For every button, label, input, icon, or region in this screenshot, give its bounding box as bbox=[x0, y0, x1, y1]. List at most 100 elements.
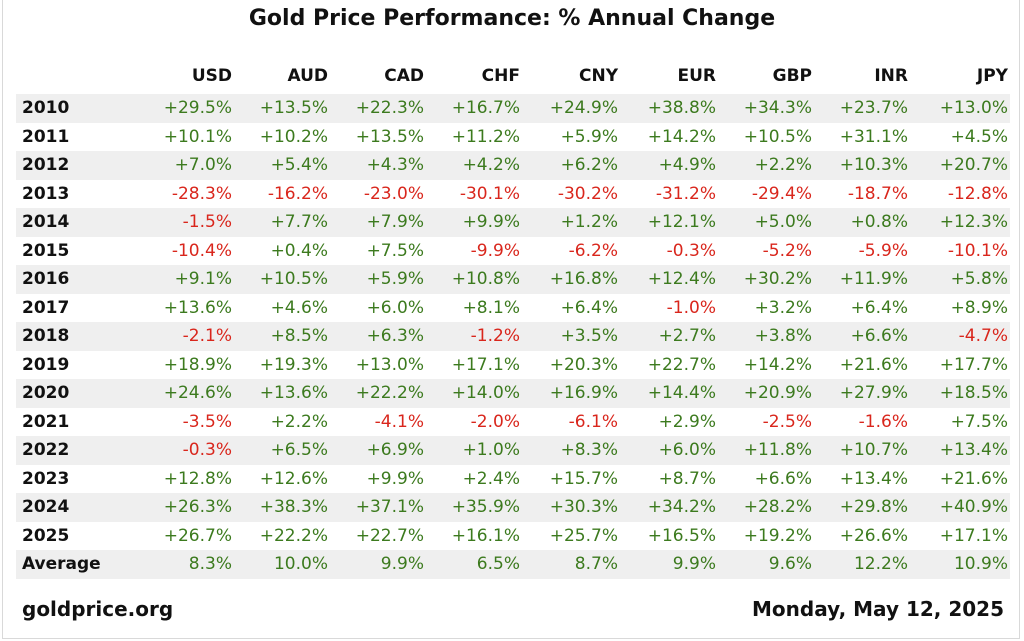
cell-eur: +2.7% bbox=[620, 322, 718, 351]
cell-cad: +22.3% bbox=[330, 94, 426, 123]
cell-usd: +10.1% bbox=[163, 126, 232, 147]
cell-chf: +2.4% bbox=[462, 468, 520, 489]
column-header-jpy: JPY bbox=[976, 66, 1008, 86]
cell-eur: +34.2% bbox=[620, 493, 718, 522]
cell-aud: +13.6% bbox=[234, 379, 330, 408]
row-label: 2019 bbox=[22, 354, 70, 375]
performance-table: USD AUD CAD CHF CNY EUR GBP INR JPY 2010 +29.5% +1… bbox=[16, 58, 1010, 579]
chart-title: Gold Price Performance: % Annual Change bbox=[248, 6, 776, 31]
cell-inr: +10.3% bbox=[814, 151, 910, 180]
cell-inr: +27.9% bbox=[814, 379, 910, 408]
cell-inr: +13.4% bbox=[839, 468, 908, 489]
cell-aud: +8.5% bbox=[234, 322, 330, 351]
cell-eur: +16.5% bbox=[647, 525, 716, 546]
cell-jpy: +40.9% bbox=[910, 493, 1010, 522]
cell-jpy: +5.8% bbox=[910, 265, 1010, 294]
cell-cad: +22.7% bbox=[355, 525, 424, 546]
cell-inr: +6.4% bbox=[850, 297, 908, 318]
cell-aud: +2.2% bbox=[270, 411, 328, 432]
cell-usd: +29.5% bbox=[128, 94, 234, 123]
cell-chf: -30.1% bbox=[459, 183, 520, 204]
cell-chf: -2.0% bbox=[470, 411, 520, 432]
cell-chf: +8.1% bbox=[462, 297, 520, 318]
source-label[interactable]: goldprice.org bbox=[22, 597, 174, 621]
cell-aud: +13.5% bbox=[234, 94, 330, 123]
cell-eur: +4.9% bbox=[620, 151, 718, 180]
cell-cny: +25.7% bbox=[549, 525, 618, 546]
table-row-2010: 2010 +29.5% +13.5% +22.3% +16.7% +24.9% +38.8%… bbox=[16, 94, 1010, 123]
table-row-2012: 2012 +7.0% +5.4% +4.3% +4.2% +6.2% +4.9% +2.2% +… bbox=[16, 151, 1010, 180]
cell-gbp: +6.6% bbox=[754, 468, 812, 489]
cell-gbp: +30.2% bbox=[718, 265, 814, 294]
cell-usd: -3.5% bbox=[182, 411, 232, 432]
cell-gbp: +3.8% bbox=[718, 322, 814, 351]
cell-usd: +9.1% bbox=[128, 265, 234, 294]
table-row-2023: 2023 +12.8% +12.6% +9.9% +2.4% +15.7% +8.7% +6.… bbox=[16, 465, 1010, 494]
cell-cny: +15.7% bbox=[549, 468, 618, 489]
cell-aud: +22.2% bbox=[259, 525, 328, 546]
table-row-2016: 2016 +9.1% +10.5% +5.9% +10.8% +16.8% +12.4% +3… bbox=[16, 265, 1010, 294]
column-header-chf: CHF bbox=[481, 66, 520, 86]
cell-gbp: -2.5% bbox=[762, 411, 812, 432]
table-body: 2010 +29.5% +13.5% +22.3% +16.7% +24.9% +38.8%… bbox=[16, 94, 1010, 579]
cell-gbp: +5.0% bbox=[718, 208, 814, 237]
year-column-header bbox=[16, 58, 128, 94]
cell-chf: +17.1% bbox=[451, 354, 520, 375]
row-label: 2010 bbox=[16, 94, 128, 123]
cell-jpy: +8.9% bbox=[950, 297, 1008, 318]
cell-jpy: +17.1% bbox=[939, 525, 1008, 546]
cell-jpy: +21.6% bbox=[939, 468, 1008, 489]
cell-cny: +30.3% bbox=[522, 493, 620, 522]
cell-jpy: +20.7% bbox=[910, 151, 1010, 180]
cell-cad: +22.2% bbox=[330, 379, 426, 408]
cell-cny: +20.3% bbox=[549, 354, 618, 375]
cell-usd: +26.7% bbox=[163, 525, 232, 546]
cell-jpy: +13.4% bbox=[910, 436, 1010, 465]
cell-cny: +3.5% bbox=[522, 322, 620, 351]
column-header-cad: CAD bbox=[384, 66, 424, 86]
cell-chf: -9.9% bbox=[470, 240, 520, 261]
cell-gbp: +2.2% bbox=[718, 151, 814, 180]
cell-cad: -4.1% bbox=[374, 411, 424, 432]
cell-aud: +0.4% bbox=[270, 240, 328, 261]
cell-cad: +37.1% bbox=[330, 493, 426, 522]
row-label: 2015 bbox=[22, 240, 70, 261]
row-label: 2011 bbox=[22, 126, 70, 147]
cell-eur: +12.4% bbox=[620, 265, 718, 294]
cell-gbp: +14.2% bbox=[743, 354, 812, 375]
cell-gbp: +10.5% bbox=[743, 126, 812, 147]
cell-gbp: +19.2% bbox=[743, 525, 812, 546]
cell-inr: +26.6% bbox=[839, 525, 908, 546]
column-header-aud: AUD bbox=[287, 66, 328, 86]
cell-cny: +16.8% bbox=[522, 265, 620, 294]
cell-chf: 6.5% bbox=[426, 550, 522, 579]
cell-aud: +5.4% bbox=[234, 151, 330, 180]
cell-inr: +21.6% bbox=[839, 354, 908, 375]
cell-cny: -6.1% bbox=[568, 411, 618, 432]
cell-inr: +0.8% bbox=[814, 208, 910, 237]
cell-cny: +6.4% bbox=[560, 297, 618, 318]
table-row-2024: 2024 +26.3% +38.3% +37.1% +35.9% +30.3% +34.2%… bbox=[16, 493, 1010, 522]
cell-jpy: -12.8% bbox=[947, 183, 1008, 204]
cell-chf: +9.9% bbox=[426, 208, 522, 237]
cell-chf: -1.2% bbox=[426, 322, 522, 351]
cell-aud: 10.0% bbox=[234, 550, 330, 579]
cell-cad: -23.0% bbox=[363, 183, 424, 204]
cell-jpy: +12.3% bbox=[910, 208, 1010, 237]
cell-eur: +8.7% bbox=[658, 468, 716, 489]
table-row-2015: 2015 -10.4% +0.4% +7.5% -9.9% -6.2% -0.3% -5.2%… bbox=[16, 237, 1010, 266]
cell-usd: -28.3% bbox=[171, 183, 232, 204]
row-label: 2022 bbox=[16, 436, 128, 465]
table-row-2020: 2020 +24.6% +13.6% +22.2% +14.0% +16.9% +14.4%… bbox=[16, 379, 1010, 408]
cell-usd: -0.3% bbox=[128, 436, 234, 465]
row-label: Average bbox=[16, 550, 128, 579]
cell-cad: +13.0% bbox=[355, 354, 424, 375]
cell-jpy: +13.0% bbox=[910, 94, 1010, 123]
cell-usd: -10.4% bbox=[171, 240, 232, 261]
cell-jpy: +17.7% bbox=[939, 354, 1008, 375]
row-label: 2023 bbox=[22, 468, 70, 489]
cell-jpy: 10.9% bbox=[910, 550, 1010, 579]
table-row-2018: 2018 -2.1% +8.5% +6.3% -1.2% +3.5% +2.7% +3.8% +… bbox=[16, 322, 1010, 351]
cell-jpy: -4.7% bbox=[910, 322, 1010, 351]
